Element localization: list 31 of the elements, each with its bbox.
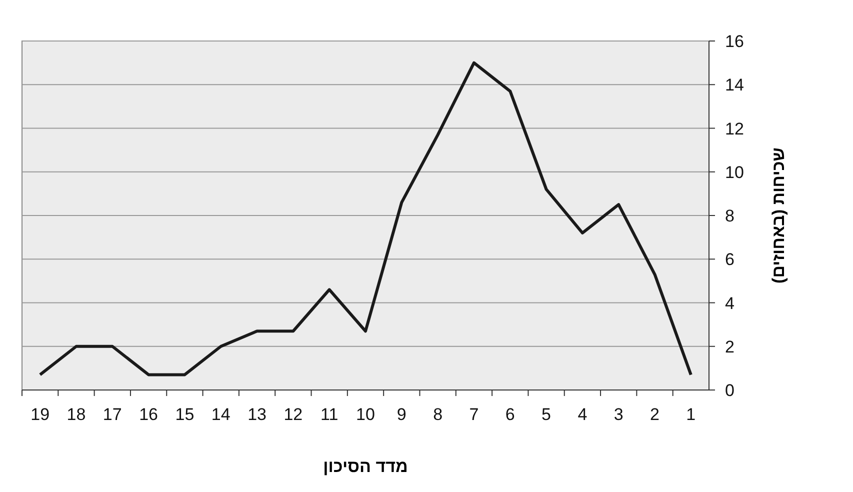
y-tick-label: 4 [725,294,734,313]
x-tick-label: 3 [614,405,624,424]
y-tick-label: 10 [725,162,744,182]
x-tick-label: 5 [542,405,552,424]
y-tick-label: 16 [725,32,744,51]
x-tick-label: 11 [320,405,338,424]
y-tick-label: 8 [725,206,734,226]
y-tick-label: 14 [725,76,744,95]
y-tick-label: 2 [725,337,734,356]
x-tick-label: 9 [396,405,406,424]
x-tick-label: 18 [66,405,86,424]
x-tick-label: 7 [469,405,479,424]
x-tick-label: 17 [102,405,122,424]
x-tick-label: 10 [356,405,375,424]
line-series [38,61,692,376]
x-tick-label: 4 [578,405,588,424]
x-tick-label: 13 [248,405,266,424]
y-tick-label: 12 [725,119,744,138]
y-axis-title: שכיחות (באחוזים) [769,147,788,284]
x-axis-title: מדד הסיכון [323,457,408,476]
x-tick-label: 1 [686,405,696,424]
x-tick-label: 19 [30,405,50,424]
x-tick-label: 8 [433,405,443,424]
y-tick-label: 0 [725,381,734,400]
x-tick-label: 2 [650,405,660,424]
y-tick-label: 6 [725,250,734,270]
x-tick-label: 14 [211,405,230,424]
x-tick-label: 15 [175,405,194,424]
x-tick-label: 16 [139,405,158,424]
x-tick-label: 6 [505,405,515,424]
x-tick-label: 12 [284,405,303,424]
